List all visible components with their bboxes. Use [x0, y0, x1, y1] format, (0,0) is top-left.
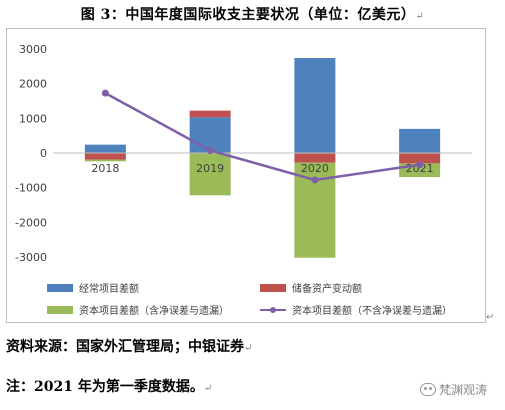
chart-area: 3000 2000 1000 0 -1000 -2000 -3000 2018 2019 2020…	[6, 28, 486, 323]
line-point	[416, 161, 424, 169]
legend-swatch	[260, 284, 286, 292]
bar-储备资产变动额	[294, 153, 336, 163]
note-text: 注：2021 年为第一季度数据。	[6, 379, 204, 395]
y-tick-label: -1000	[15, 182, 47, 195]
legend-label: 储备资产变动额	[292, 282, 362, 295]
x-category-label: 2018	[91, 162, 119, 175]
paragraph-mark-icon: ↵	[244, 343, 253, 354]
legend-swatch	[47, 306, 73, 314]
paragraph-mark-icon: ↵	[415, 11, 425, 22]
y-tick-label: 0	[40, 147, 47, 160]
legend-label: 经常项目差额	[79, 282, 139, 295]
bar-经常项目差额	[84, 144, 126, 153]
figure-title-text: 图 3：中国年度国际收支主要状况（单位：亿美元）	[80, 7, 416, 23]
bar-资本项目差额（含净误差与遗漏）	[84, 159, 126, 162]
chart-canvas: 3000 2000 1000 0 -1000 -2000 -3000 2018 2019 2020…	[15, 43, 472, 317]
y-tick-label: -3000	[15, 251, 47, 264]
bar-储备资产变动额	[399, 153, 441, 164]
x-category-label: 2019	[196, 162, 224, 175]
legend-swatch	[47, 284, 73, 292]
line-point	[206, 146, 214, 154]
x-category-label: 2020	[301, 162, 329, 175]
wechat-icon	[420, 383, 436, 396]
y-tick-label: 2000	[19, 78, 47, 91]
legend-swatch-marker	[270, 307, 276, 313]
watermark: 梵渊观涛	[420, 381, 487, 398]
line-point	[101, 89, 109, 97]
source-note: 资料来源：国家外汇管理局；中银证券↵	[6, 336, 252, 356]
y-tick-label: -2000	[15, 216, 47, 229]
bar-储备资产变动额	[84, 153, 126, 160]
bar-经常项目差额	[294, 58, 336, 153]
bar-储备资产变动额	[189, 110, 231, 118]
y-tick-label: 1000	[19, 112, 47, 125]
series-line-capital-account	[104, 92, 420, 182]
watermark-text: 梵渊观涛	[439, 383, 488, 397]
paragraph-mark-icon: ↵	[203, 383, 213, 394]
paragraph-mark-icon: ↵	[486, 312, 495, 323]
y-tick-label: 3000	[19, 43, 47, 56]
source-text: 资料来源：国家外汇管理局；中银证券	[6, 339, 244, 355]
data-note: 注：2021 年为第一季度数据。↵	[6, 376, 212, 396]
bar-资本项目差额（含净误差与遗漏）	[189, 153, 231, 196]
line-point	[311, 176, 319, 184]
bar-经常项目差额	[399, 128, 441, 153]
figure-title: 图 3：中国年度国际收支主要状况（单位：亿美元）↵	[0, 4, 505, 24]
legend-label: 资本项目差额（含净误差与遗漏）	[79, 304, 229, 317]
legend-label: 资本项目差额（不含净误差与遗漏）	[292, 304, 452, 317]
